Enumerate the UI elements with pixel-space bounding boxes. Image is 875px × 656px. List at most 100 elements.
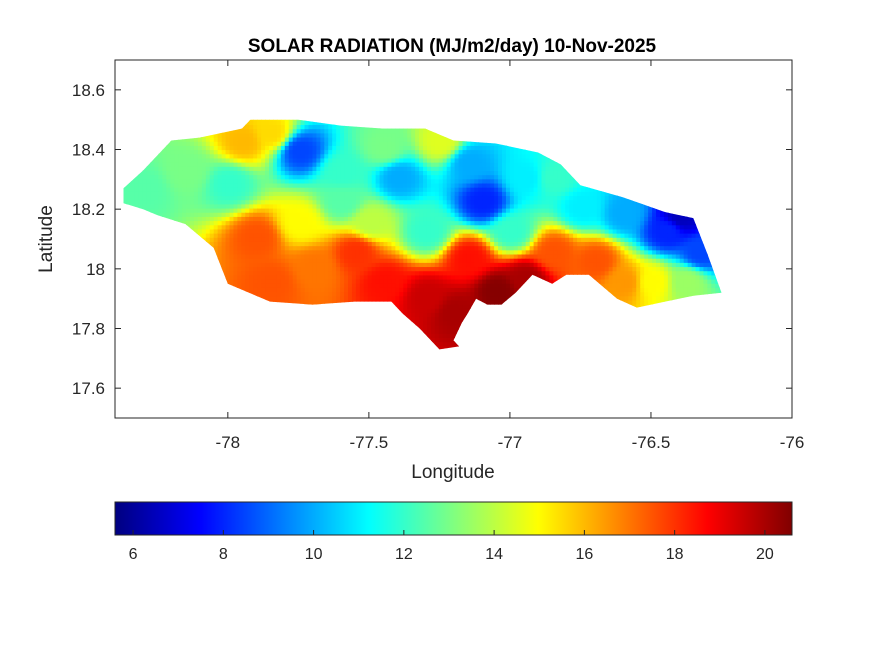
radiation-cell <box>371 212 377 217</box>
radiation-cell <box>438 262 444 268</box>
radiation-cell <box>383 270 389 276</box>
radiation-cell <box>332 237 337 242</box>
radiation-cell <box>217 141 223 146</box>
radiation-cell <box>253 249 258 255</box>
radiation-cell <box>213 249 219 255</box>
radiation-cell <box>320 182 325 188</box>
radiation-cell <box>174 157 179 163</box>
radiation-cell <box>391 233 396 238</box>
radiation-cell <box>379 228 385 234</box>
radiation-cell <box>233 166 239 171</box>
radiation-cell <box>241 157 246 163</box>
radiation-cell <box>312 157 318 163</box>
radiation-cell <box>442 312 448 318</box>
radiation-cell <box>253 220 258 226</box>
radiation-cell <box>320 241 325 247</box>
radiation-cell <box>182 153 187 159</box>
radiation-cell <box>134 187 140 192</box>
radiation-cell <box>288 166 294 171</box>
radiation-cell <box>379 162 385 167</box>
radiation-cell <box>423 224 428 230</box>
radiation-cell <box>292 249 298 255</box>
radiation-cell <box>328 212 333 217</box>
radiation-cell <box>284 149 290 155</box>
radiation-cell <box>430 308 436 313</box>
radiation-cell <box>308 245 314 251</box>
radiation-cell <box>257 119 262 121</box>
radiation-cell <box>351 178 357 184</box>
radiation-cell <box>217 216 223 222</box>
radiation-cell <box>162 162 167 167</box>
radiation-cell <box>391 212 396 217</box>
radiation-cell <box>257 287 262 293</box>
radiation-cell <box>332 253 337 259</box>
radiation-cell <box>316 258 321 263</box>
radiation-cell <box>387 274 393 280</box>
radiation-cell <box>419 233 424 238</box>
radiation-cell <box>241 132 246 138</box>
radiation-cell <box>288 253 294 259</box>
radiation-cell <box>237 182 242 188</box>
radiation-cell <box>434 262 440 268</box>
radiation-cell <box>438 266 444 272</box>
radiation-cell <box>395 283 400 288</box>
radiation-cell <box>300 132 306 138</box>
radiation-cell <box>387 178 393 184</box>
radiation-cell <box>265 278 270 284</box>
radiation-cell <box>312 262 318 268</box>
radiation-cell <box>197 224 203 230</box>
radiation-cell <box>387 166 393 171</box>
radiation-cell <box>363 228 369 234</box>
radiation-cell <box>426 132 432 138</box>
radiation-cell <box>399 266 404 272</box>
radiation-cell <box>383 241 389 247</box>
radiation-cell <box>292 245 298 251</box>
radiation-cell <box>415 187 420 192</box>
radiation-cell <box>221 166 227 171</box>
radiation-cell <box>430 166 436 171</box>
radiation-cell <box>190 224 195 230</box>
radiation-cell <box>217 191 223 197</box>
radiation-cell <box>359 141 365 146</box>
radiation-cell <box>359 253 365 259</box>
radiation-cell <box>438 191 444 197</box>
radiation-cell <box>383 187 389 192</box>
radiation-cell <box>265 274 270 280</box>
radiation-cell <box>241 237 246 242</box>
radiation-cell <box>438 153 444 159</box>
radiation-cell <box>225 174 231 180</box>
radiation-cell <box>292 178 298 184</box>
radiation-cell <box>292 237 298 242</box>
radiation-cell <box>320 157 325 163</box>
radiation-cell <box>265 182 270 188</box>
radiation-cell <box>178 182 183 188</box>
radiation-cell <box>229 262 235 268</box>
radiation-cell <box>442 182 448 188</box>
radiation-cell <box>355 149 361 155</box>
radiation-cell <box>166 182 171 188</box>
radiation-cell <box>162 195 167 201</box>
radiation-cell <box>328 132 333 138</box>
radiation-cell <box>205 157 211 163</box>
radiation-cell <box>332 270 337 276</box>
radiation-cell <box>387 191 393 197</box>
radiation-cell <box>419 291 424 297</box>
radiation-cell <box>391 128 396 134</box>
radiation-cell <box>320 191 325 197</box>
radiation-cell <box>245 245 250 251</box>
radiation-cell <box>288 153 294 159</box>
radiation-cell <box>249 262 254 268</box>
radiation-cell <box>355 258 361 263</box>
radiation-cell <box>292 157 298 163</box>
radiation-cell <box>407 304 412 309</box>
radiation-cell <box>324 233 329 238</box>
radiation-cell <box>324 149 329 155</box>
radiation-cell <box>201 216 207 222</box>
radiation-cell <box>237 241 242 247</box>
radiation-cell <box>205 224 211 230</box>
radiation-cell <box>426 258 432 263</box>
radiation-cell <box>403 228 408 234</box>
radiation-cell <box>336 162 341 167</box>
radiation-cell <box>403 216 408 222</box>
radiation-cell <box>363 178 369 184</box>
